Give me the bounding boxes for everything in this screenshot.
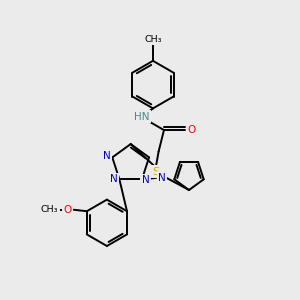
Text: N: N [110, 174, 118, 184]
Text: CH₃: CH₃ [41, 205, 58, 214]
Text: S: S [152, 167, 159, 177]
Text: CH₃: CH₃ [144, 34, 162, 43]
Text: HN: HN [134, 112, 149, 122]
Text: N: N [142, 176, 149, 185]
Text: N: N [103, 151, 111, 161]
Text: O: O [64, 205, 72, 215]
Text: O: O [188, 125, 196, 135]
Text: N: N [158, 172, 166, 182]
